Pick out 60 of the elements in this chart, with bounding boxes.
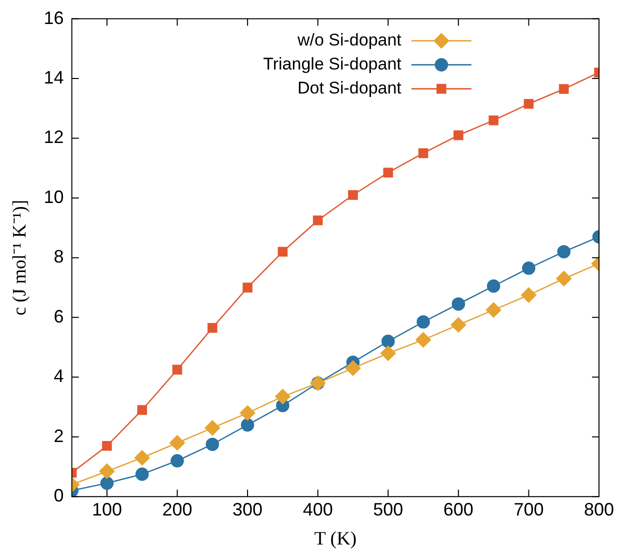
point (170, 454, 184, 468)
y-tick-label: 0 (54, 486, 64, 506)
point (454, 130, 464, 140)
x-tick-label: 200 (162, 499, 192, 520)
point (275, 388, 290, 404)
point (278, 246, 288, 257)
point (556, 270, 572, 286)
point (416, 332, 431, 348)
point (240, 418, 254, 432)
x-tick-label: 600 (443, 499, 474, 520)
x-tick-label: 300 (232, 499, 263, 520)
legend-label: w/o Si-dopant (296, 30, 402, 50)
y-tick-label: 2 (54, 426, 64, 446)
point (558, 84, 569, 94)
y-tick-label: 8 (54, 246, 64, 267)
point (486, 302, 502, 318)
point (557, 245, 571, 258)
point (204, 420, 220, 436)
point (450, 317, 466, 333)
legend-label: Triangle Si-dopant (263, 54, 402, 74)
point (418, 148, 428, 158)
x-tick-label: 500 (373, 499, 404, 520)
point (524, 99, 534, 109)
x-tick-label: 700 (514, 499, 544, 520)
point (172, 364, 182, 375)
point (381, 334, 395, 348)
y-tick-label: 14 (44, 67, 64, 88)
y-axis-title: c (J mol⁻¹ K⁻¹)] (9, 200, 30, 316)
point (312, 215, 323, 226)
point (522, 262, 536, 275)
point (242, 282, 252, 292)
point (102, 440, 112, 451)
point (345, 360, 361, 376)
point (134, 450, 150, 466)
point (380, 346, 396, 361)
point (100, 476, 114, 490)
y-tick-label: 12 (44, 127, 64, 148)
x-tick-label: 400 (302, 499, 333, 520)
point (170, 435, 185, 450)
point (240, 405, 256, 421)
point (348, 190, 358, 200)
x-tick-label: 800 (584, 499, 614, 520)
point (208, 322, 218, 333)
point (521, 287, 536, 303)
point (206, 438, 220, 451)
point (137, 405, 148, 415)
x-axis-title: T (K) (314, 528, 357, 550)
point (416, 315, 430, 329)
point (486, 279, 500, 293)
point (452, 297, 466, 311)
point (135, 468, 149, 481)
y-tick-label: 10 (44, 186, 64, 207)
y-tick-label: 6 (54, 306, 64, 326)
legend-label: Dot Si-dopant (297, 78, 402, 98)
x-tick-label: 100 (92, 499, 122, 520)
y-tick-label: 4 (54, 366, 64, 386)
point (383, 168, 394, 178)
point (99, 464, 115, 479)
y-tick-label: 16 (44, 8, 64, 28)
point (488, 115, 498, 126)
